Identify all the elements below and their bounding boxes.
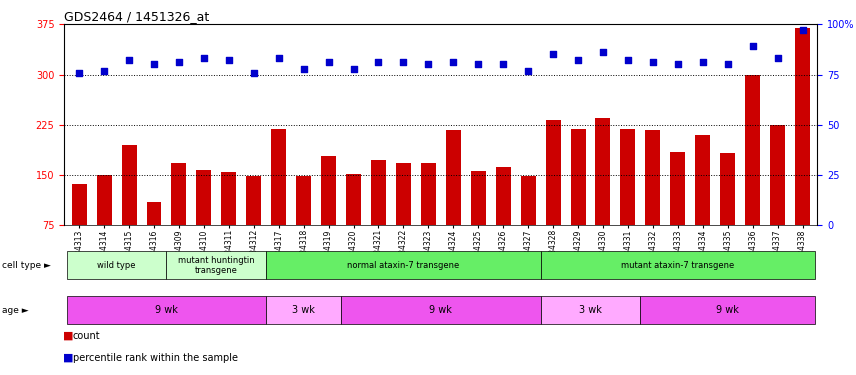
Bar bbox=[795, 28, 810, 225]
Bar bbox=[371, 160, 386, 225]
Text: 3 wk: 3 wk bbox=[292, 305, 315, 315]
Point bbox=[347, 66, 360, 72]
Bar bbox=[640, 296, 815, 324]
Text: 9 wk: 9 wk bbox=[430, 305, 452, 315]
Bar bbox=[67, 296, 266, 324]
Point bbox=[496, 62, 510, 68]
Text: mutant huntingtin
transgene: mutant huntingtin transgene bbox=[178, 256, 255, 275]
Point bbox=[297, 66, 311, 72]
Text: wild type: wild type bbox=[98, 261, 136, 270]
Point bbox=[247, 69, 260, 75]
Bar bbox=[596, 118, 610, 225]
Point bbox=[521, 68, 535, 74]
Text: ■: ■ bbox=[62, 353, 73, 363]
Point bbox=[222, 57, 235, 63]
Bar bbox=[341, 296, 541, 324]
Point bbox=[696, 60, 710, 66]
Text: 9 wk: 9 wk bbox=[716, 305, 739, 315]
Point bbox=[372, 60, 385, 66]
Bar bbox=[520, 176, 536, 225]
Bar bbox=[321, 156, 336, 225]
Text: cell type ►: cell type ► bbox=[2, 261, 51, 270]
Point bbox=[546, 51, 560, 57]
Bar bbox=[266, 296, 341, 324]
Point bbox=[272, 56, 286, 62]
Bar bbox=[166, 251, 266, 279]
Bar bbox=[645, 130, 660, 225]
Bar bbox=[421, 163, 436, 225]
Bar bbox=[571, 129, 586, 225]
Bar bbox=[296, 176, 311, 225]
Bar bbox=[67, 251, 166, 279]
Point bbox=[472, 62, 485, 68]
Bar bbox=[670, 152, 686, 225]
Bar bbox=[745, 75, 760, 225]
Point bbox=[72, 69, 86, 75]
Point bbox=[721, 62, 734, 68]
Text: ■: ■ bbox=[62, 331, 73, 340]
Point bbox=[796, 27, 810, 33]
Bar bbox=[471, 171, 485, 225]
Point bbox=[172, 60, 186, 66]
Bar bbox=[247, 176, 261, 225]
Bar bbox=[720, 153, 735, 225]
Bar bbox=[171, 163, 187, 225]
Bar bbox=[396, 164, 411, 225]
Bar bbox=[541, 251, 815, 279]
Text: age ►: age ► bbox=[2, 306, 28, 315]
Bar bbox=[695, 135, 710, 225]
Text: mutant ataxin-7 transgene: mutant ataxin-7 transgene bbox=[621, 261, 734, 270]
Bar bbox=[97, 175, 111, 225]
Text: 3 wk: 3 wk bbox=[579, 305, 602, 315]
Text: 9 wk: 9 wk bbox=[155, 305, 178, 315]
Bar bbox=[621, 129, 635, 225]
Bar bbox=[196, 170, 211, 225]
Point bbox=[197, 56, 211, 62]
Point bbox=[646, 60, 660, 66]
Point bbox=[98, 68, 111, 74]
Bar bbox=[496, 167, 511, 225]
Bar bbox=[146, 202, 162, 225]
Bar bbox=[72, 183, 86, 225]
Point bbox=[571, 57, 585, 63]
Bar bbox=[222, 171, 236, 225]
Point bbox=[671, 62, 685, 68]
Text: count: count bbox=[73, 331, 100, 340]
Point bbox=[122, 57, 136, 63]
Bar bbox=[541, 296, 640, 324]
Text: normal ataxin-7 transgene: normal ataxin-7 transgene bbox=[348, 261, 460, 270]
Point bbox=[770, 56, 784, 62]
Bar bbox=[446, 130, 461, 225]
Text: GDS2464 / 1451326_at: GDS2464 / 1451326_at bbox=[64, 10, 210, 23]
Point bbox=[596, 50, 609, 55]
Point bbox=[421, 62, 435, 68]
Point bbox=[447, 60, 461, 66]
Bar bbox=[545, 120, 561, 225]
Text: percentile rank within the sample: percentile rank within the sample bbox=[73, 353, 238, 363]
Point bbox=[322, 60, 336, 66]
Point bbox=[147, 62, 161, 68]
Bar bbox=[346, 174, 361, 225]
Point bbox=[746, 44, 759, 50]
Bar bbox=[122, 145, 137, 225]
Bar bbox=[770, 124, 785, 225]
Bar bbox=[266, 251, 541, 279]
Bar bbox=[271, 129, 286, 225]
Point bbox=[396, 60, 410, 66]
Point bbox=[621, 57, 635, 63]
